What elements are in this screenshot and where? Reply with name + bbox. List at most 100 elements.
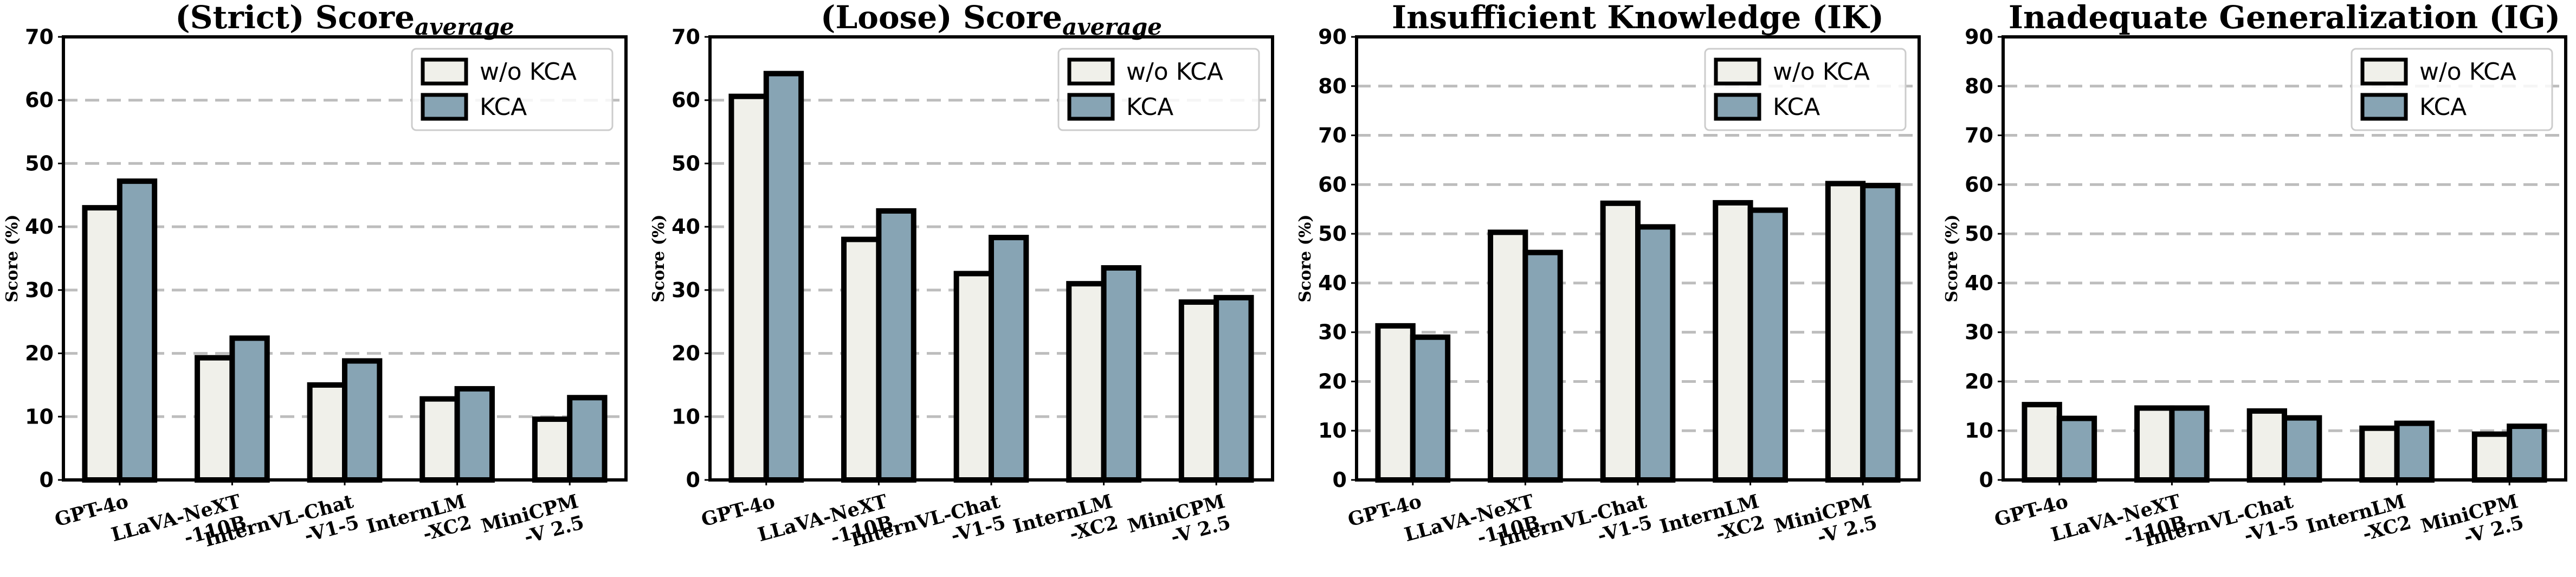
- bar-wo-kca: [2471, 431, 2513, 483]
- bar-wo-kca: [2359, 425, 2400, 483]
- bar-kca: [1860, 183, 1901, 483]
- y-tick-label: 0: [686, 468, 700, 492]
- bar-kca: [2056, 415, 2097, 483]
- legend: w/o KCA KCA: [1704, 48, 1907, 131]
- y-axis-label: Score (%): [649, 214, 668, 302]
- y-tick-label: 30: [1318, 320, 1347, 344]
- legend-label: w/o KCA: [480, 58, 577, 86]
- bar-kca: [342, 358, 383, 483]
- y-tick-label: 50: [672, 151, 700, 175]
- y-axis-label: Score (%): [3, 214, 22, 302]
- y-tick-label: 40: [672, 215, 700, 239]
- y-tick-label: 10: [25, 405, 54, 428]
- y-tick-label: 50: [1965, 222, 1993, 246]
- y-tick-label: 0: [40, 468, 54, 492]
- chart-panel-3: Insufficient Knowledge (IK) 0 10 20 30 40 50 60…: [1296, 0, 1921, 559]
- chart-title-main: Inadequate Generalization (IG): [2009, 0, 2560, 36]
- chart-title-main: (Strict) Score: [175, 0, 415, 36]
- y-tick-label: 30: [1965, 320, 1993, 344]
- chart-panel-2: (Loose) Scoreaverage 0 10 20 30 40 50 60 70 Score…: [649, 0, 1274, 559]
- bar-wo-kca: [1178, 299, 1219, 483]
- bar-kca: [2507, 424, 2547, 483]
- y-tick-label: 60: [25, 88, 54, 112]
- y-tick-label: 70: [672, 25, 700, 49]
- legend-label: KCA: [480, 93, 527, 121]
- y-tick-label: 20: [1318, 369, 1347, 393]
- bar-kca: [454, 386, 495, 483]
- y-tick-label: 70: [25, 25, 54, 49]
- x-tick-label: InternLM-XC2: [364, 490, 474, 559]
- y-tick-label: 40: [25, 215, 54, 239]
- y-tick-label: 70: [1318, 124, 1347, 148]
- legend: w/o KCA KCA: [2351, 48, 2553, 131]
- y-tick-label: 40: [1318, 271, 1347, 295]
- chart-title: (Strict) Scoreaverage: [175, 0, 514, 40]
- bar-kca: [2282, 415, 2322, 483]
- y-tick-label: 90: [1318, 25, 1347, 49]
- chart-title-main: (Loose) Score: [821, 0, 1062, 36]
- y-tick-label: 10: [672, 405, 700, 428]
- x-tick-label: MiniCPM-V 2.5: [1125, 490, 1232, 559]
- bar-wo-kca: [953, 271, 995, 483]
- legend: w/o KCA KCA: [411, 48, 614, 131]
- bar-wo-kca: [1600, 200, 1641, 483]
- bar-kca: [117, 178, 158, 483]
- y-axis-label: Score (%): [1942, 214, 1961, 302]
- y-tick-label: 70: [1965, 124, 1993, 148]
- legend-label: KCA: [1773, 93, 1820, 121]
- y-tick-label: 60: [1318, 172, 1347, 196]
- legend-label: w/o KCA: [2419, 58, 2516, 86]
- bar-kca: [567, 395, 608, 483]
- legend-swatch: [1067, 93, 1115, 121]
- y-tick-label: 30: [672, 278, 700, 302]
- bar-kca: [2169, 405, 2210, 483]
- bar-wo-kca: [195, 355, 235, 483]
- bar-wo-kca: [419, 396, 460, 483]
- bar-wo-kca: [1488, 229, 1528, 483]
- bar-kca: [1747, 207, 1788, 483]
- legend-swatch: [421, 93, 468, 121]
- bar-wo-kca: [1713, 200, 1753, 483]
- legend-swatch: [421, 57, 468, 86]
- bar-wo-kca: [2246, 408, 2288, 483]
- x-tick-label: MiniCPM-V 2.5: [1772, 490, 1879, 559]
- legend-label: w/o KCA: [1773, 58, 1870, 86]
- chart-title: (Loose) Scoreaverage: [821, 0, 1162, 40]
- bar-wo-kca: [841, 236, 882, 483]
- y-tick-label: 80: [1318, 74, 1347, 98]
- bar-wo-kca: [2022, 402, 2062, 483]
- legend-swatch: [1067, 57, 1115, 86]
- bar-kca: [763, 70, 804, 483]
- bar-kca: [989, 234, 1029, 483]
- y-tick-label: 0: [1333, 468, 1347, 492]
- bar-kca: [2394, 420, 2435, 483]
- bar-wo-kca: [728, 93, 769, 483]
- y-tick-label: 50: [1318, 222, 1347, 246]
- y-tick-label: 60: [672, 88, 700, 112]
- y-axis-label: Score (%): [1296, 214, 1315, 302]
- y-tick-label: 10: [1965, 419, 1993, 443]
- bar-wo-kca: [1375, 323, 1416, 483]
- x-tick-label: InternLM-XC2: [1011, 490, 1120, 559]
- chart-title: Inadequate Generalization (IG): [2009, 0, 2560, 36]
- bar-wo-kca: [1066, 281, 1107, 483]
- chart-title: Insufficient Knowledge (IK): [1392, 0, 1884, 36]
- chart-panel-4: Inadequate Generalization (IG) 0 10 20 30 40 5…: [1942, 0, 2567, 559]
- bar-wo-kca: [307, 382, 347, 483]
- bar-kca: [1101, 265, 1141, 483]
- bar-kca: [1522, 249, 1563, 483]
- legend-label: KCA: [2419, 93, 2467, 121]
- y-tick-label: 20: [672, 342, 700, 366]
- bar-kca: [1213, 294, 1254, 483]
- bar-wo-kca: [2134, 405, 2175, 483]
- legend-swatch: [1714, 93, 1761, 121]
- chart-title-main: Insufficient Knowledge (IK): [1392, 0, 1884, 36]
- y-tick-label: 0: [1979, 468, 1993, 492]
- x-tick-label: InternLM-XC2: [2304, 490, 2413, 559]
- bar-wo-kca: [1825, 181, 1866, 483]
- bar-kca: [229, 335, 270, 483]
- legend-swatch: [2360, 57, 2408, 86]
- legend: w/o KCA KCA: [1057, 48, 1260, 131]
- y-tick-label: 60: [1965, 172, 1993, 196]
